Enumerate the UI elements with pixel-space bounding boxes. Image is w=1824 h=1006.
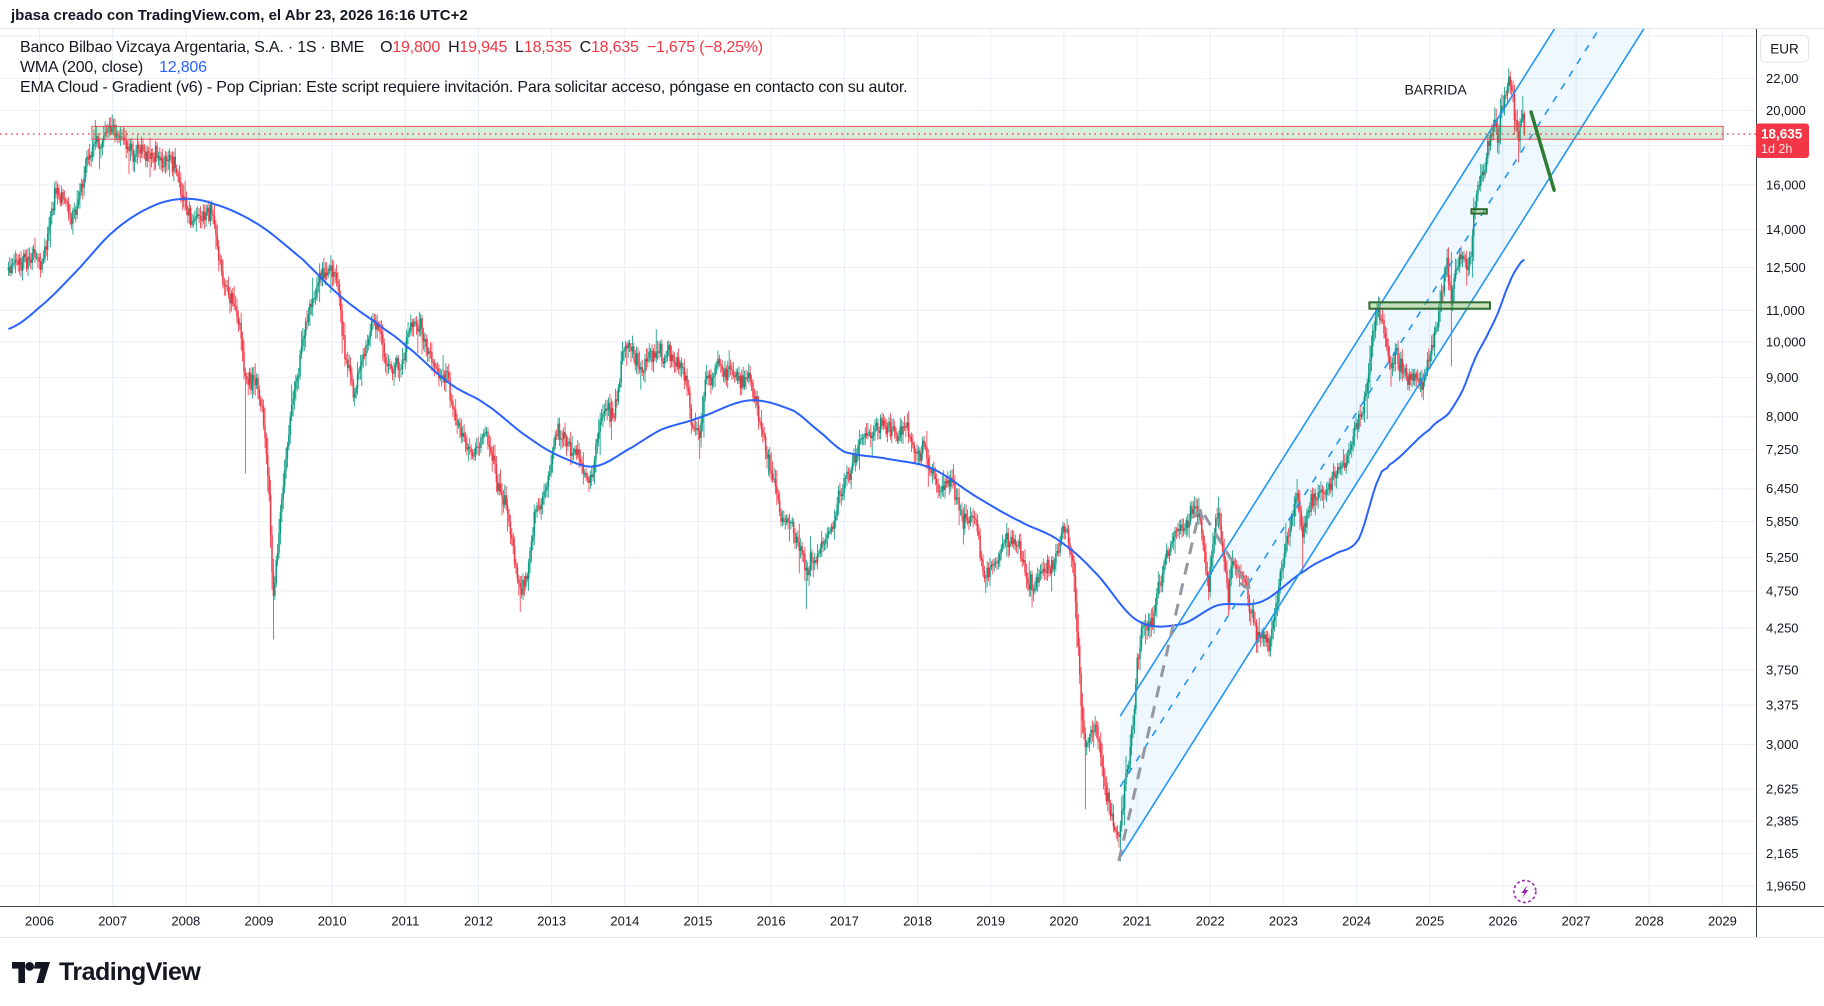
gray-dashed-arrow[interactable] — [1117, 508, 1202, 862]
price-axis-label[interactable]: 20,000 — [1766, 103, 1806, 118]
time-axis-label[interactable]: 2021 — [1123, 914, 1152, 929]
time-axis-label[interactable]: 2018 — [903, 914, 932, 929]
price-axis-label[interactable]: 16,000 — [1766, 178, 1806, 193]
price-axis-label[interactable]: 5,850 — [1766, 514, 1799, 529]
currency-unit-button[interactable]: EUR — [1760, 35, 1809, 63]
price-axis-label[interactable]: 4,250 — [1766, 621, 1799, 636]
time-axis-label[interactable]: 2023 — [1269, 914, 1298, 929]
price-axis-label[interactable]: 2,625 — [1766, 782, 1799, 797]
time-axis-label[interactable]: 2019 — [976, 914, 1005, 929]
price-axis-label[interactable]: 12,500 — [1766, 260, 1806, 275]
time-axis-label[interactable]: 2022 — [1196, 914, 1225, 929]
attribution-text: jbasa creado con TradingView.com, el Abr… — [11, 7, 468, 24]
gray-arrow-head — [1191, 508, 1204, 521]
price-axis-label[interactable]: 9,000 — [1766, 370, 1799, 385]
price-axis-label[interactable]: 11,000 — [1766, 303, 1805, 318]
flash-event-icon[interactable] — [1513, 879, 1537, 904]
green-trend-line[interactable] — [1529, 110, 1556, 192]
time-axis-label[interactable]: 2024 — [1342, 914, 1371, 929]
legend-low-value: 18,535 — [523, 39, 572, 56]
lightning-bolt-icon — [1521, 884, 1529, 898]
channel-mid-line[interactable] — [1119, 0, 1756, 788]
legend-high-value: 19,945 — [459, 39, 508, 56]
time-axis-label[interactable]: 2010 — [318, 914, 347, 929]
candles-down-bodies — [9, 76, 1525, 837]
price-badge-background — [1756, 123, 1809, 158]
grid-lines — [0, 29, 1756, 906]
time-axis-label[interactable]: 2013 — [537, 914, 566, 929]
time-axis-label[interactable]: 2006 — [25, 914, 54, 929]
price-axis-label[interactable]: 3,000 — [1766, 737, 1799, 752]
time-axis-label[interactable]: 2015 — [684, 914, 713, 929]
resistance-zone-band[interactable] — [91, 125, 1724, 140]
price-axis-labels[interactable]: 22,00 20,000 16,000 14,000 12,500 11,000 10,00… — [1766, 71, 1806, 893]
price-axis-label[interactable]: 1,9650 — [1766, 878, 1806, 893]
legend-wma-row[interactable]: WMA (200, close) 12,806 — [20, 58, 907, 77]
barrida-text-label[interactable]: BARRIDA — [1404, 82, 1467, 98]
chart-legend: Banco Bilbao Vizcaya Argentaria, S.A. · … — [20, 38, 908, 97]
support-box[interactable] — [1470, 208, 1488, 215]
tradingview-logo-text: TradingView — [59, 958, 201, 986]
currency-button-label: EUR — [1770, 42, 1799, 57]
channel-upper-line[interactable] — [1119, 0, 1756, 717]
price-axis-label[interactable]: 3,375 — [1766, 698, 1799, 713]
price-axis-label[interactable]: 3,750 — [1766, 662, 1799, 677]
price-axis-label[interactable]: 8,000 — [1766, 409, 1799, 424]
legend-open-label: O — [380, 39, 393, 56]
time-axis-label[interactable]: 2011 — [391, 914, 419, 929]
price-axis-label[interactable]: 22,00 — [1766, 71, 1799, 86]
price-badge-value: 18,635 — [1761, 127, 1803, 142]
time-axis-label[interactable]: 2007 — [98, 914, 127, 929]
gray-dashed-arrow[interactable] — [1203, 514, 1251, 590]
legend-ema-cloud-row[interactable]: EMA Cloud - Gradient (v6) - Pop Ciprian:… — [20, 78, 908, 97]
time-axis-label[interactable]: 2020 — [1049, 914, 1078, 929]
tradingview-logo[interactable]: TradingView — [12, 958, 201, 987]
price-axis-label[interactable]: 2,385 — [1766, 814, 1799, 829]
time-axis-labels[interactable]: 2006 2007 2008 2009 2010 2011 2012 2013 2014 2015… — [25, 914, 1737, 929]
time-axis-label[interactable]: 2028 — [1635, 914, 1664, 929]
legend-change-value: −1,675 (−8,25%) — [646, 39, 763, 56]
time-axis-label[interactable]: 2008 — [171, 914, 200, 929]
time-axis-label[interactable]: 2017 — [830, 914, 859, 929]
time-axis-label[interactable]: 2025 — [1415, 914, 1444, 929]
legend-high-label: H — [448, 39, 460, 56]
legend-wma-value: 12,806 — [159, 59, 207, 76]
legend-symbol-title[interactable]: Banco Bilbao Vizcaya Argentaria, S.A. · … — [20, 39, 365, 56]
legend-close-label: C — [579, 39, 592, 56]
support-box[interactable] — [1368, 301, 1491, 310]
time-axis-label[interactable]: 2026 — [1488, 914, 1517, 929]
legend-low-label: L — [515, 39, 524, 56]
time-axis-label[interactable]: 2012 — [464, 914, 493, 929]
wma-line[interactable] — [8, 197, 1525, 628]
price-axis-label[interactable]: 14,000 — [1766, 222, 1806, 237]
time-axis-label[interactable]: 2009 — [245, 914, 274, 929]
legend-ema-cloud-text[interactable]: EMA Cloud - Gradient (v6) - Pop Ciprian:… — [20, 79, 908, 96]
currency-button-frame[interactable] — [1760, 35, 1809, 63]
legend-open-value: 19,800 — [392, 39, 441, 56]
gray-arrow-head — [1238, 577, 1251, 591]
time-axis-label[interactable]: 2027 — [1562, 914, 1591, 929]
price-axis-label[interactable]: 10,000 — [1766, 335, 1806, 350]
time-axis-label[interactable]: 2029 — [1708, 914, 1737, 929]
axis-furniture — [0, 28, 1824, 938]
channel-lower-line[interactable] — [1119, 0, 1756, 858]
legend-close-value: 18,635 — [590, 39, 639, 56]
time-axis-label[interactable]: 2016 — [757, 914, 786, 929]
price-axis-label[interactable]: 5,250 — [1766, 550, 1799, 565]
price-axis-label[interactable]: 6,450 — [1766, 481, 1799, 496]
price-axis-label[interactable]: 4,750 — [1766, 583, 1799, 598]
price-badge-countdown: 1d 2h — [1761, 142, 1792, 156]
tradingview-logo-mark — [12, 962, 50, 983]
legend-symbol-row[interactable]: Banco Bilbao Vizcaya Argentaria, S.A. · … — [20, 38, 907, 57]
legend-wma-title[interactable]: WMA (200, close) — [20, 59, 144, 76]
time-axis-label[interactable]: 2014 — [610, 914, 639, 929]
plot-area[interactable]: BARRIDA — [0, 0, 1756, 904]
price-axis-label[interactable]: 2,165 — [1766, 846, 1799, 861]
price-axis-label[interactable]: 7,250 — [1766, 442, 1799, 457]
